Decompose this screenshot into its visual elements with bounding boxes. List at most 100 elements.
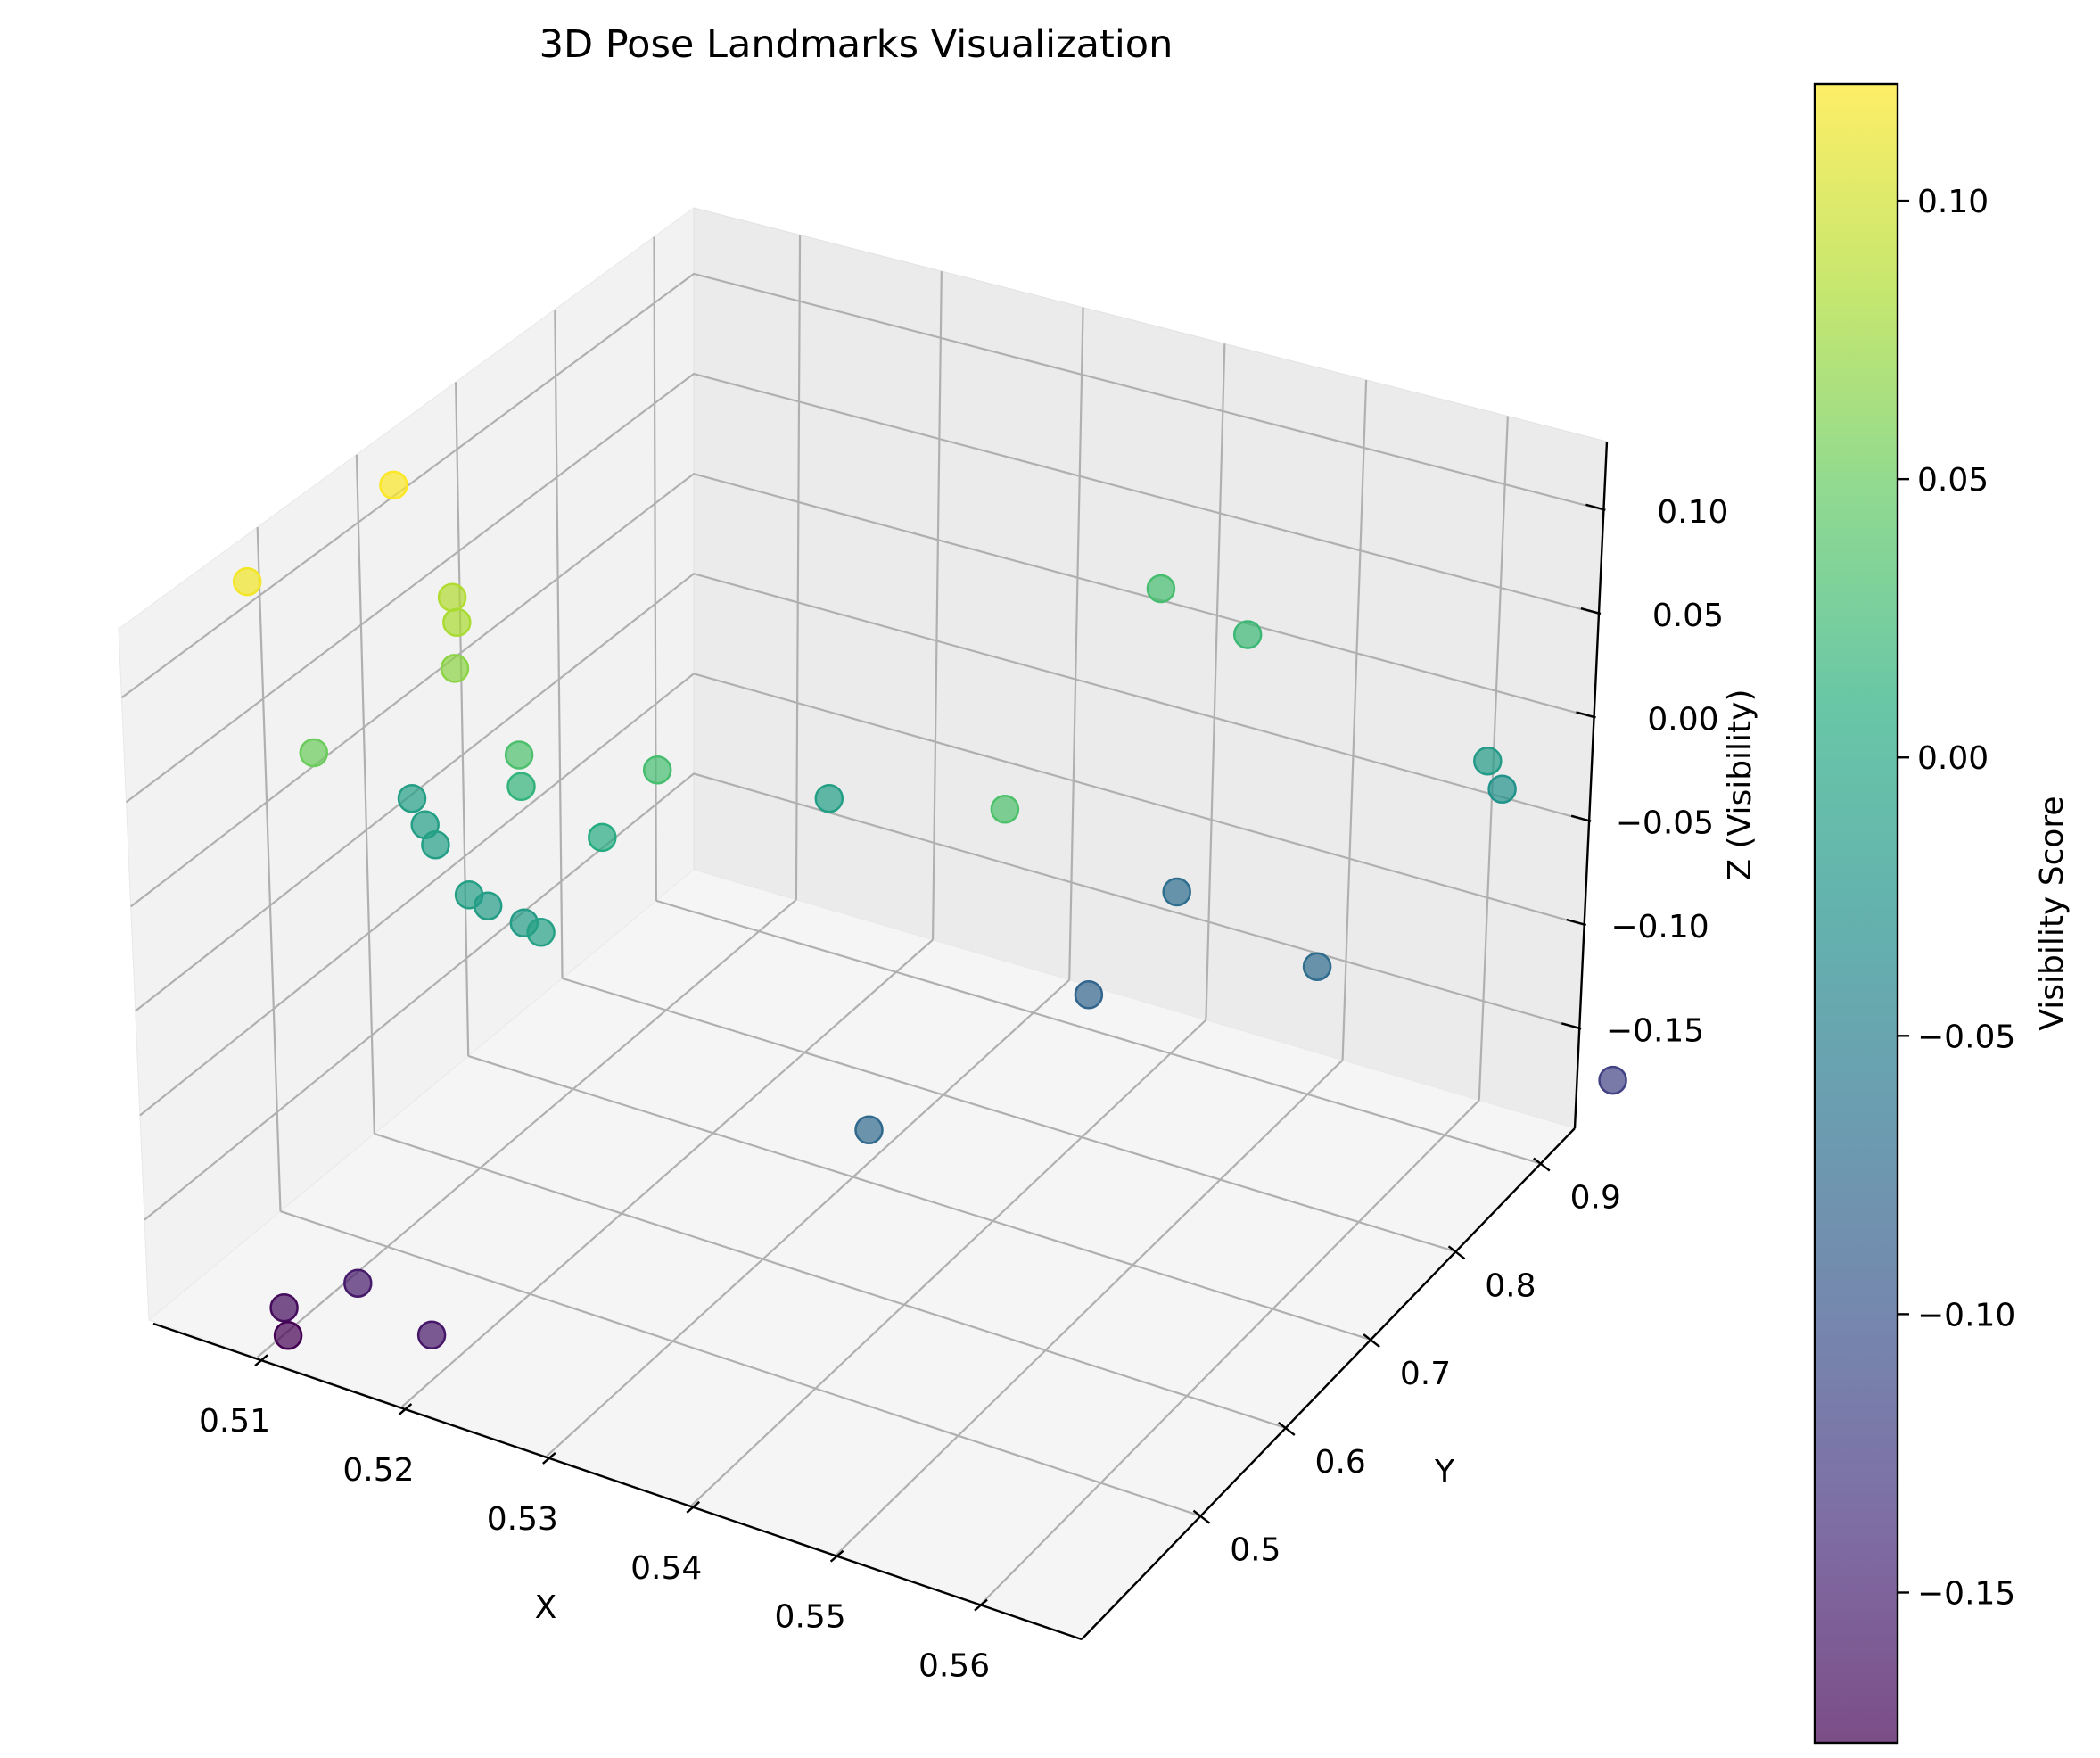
scatter-point (1074, 980, 1104, 1010)
scatter-point (642, 755, 672, 785)
x-tick-label: 0.56 (918, 1648, 990, 1685)
x-tick-mark (686, 1500, 701, 1514)
z-axis-line (1573, 441, 1609, 1129)
scatter-point (440, 654, 470, 683)
scatter-point (232, 566, 262, 597)
scatter-point (1473, 746, 1503, 776)
scatter-point (504, 740, 534, 770)
scatter-point (1302, 952, 1332, 981)
colorbar-tick-label: −0.10 (1917, 1297, 2015, 1333)
x-axis-label: X (535, 1589, 557, 1626)
colorbar-tick-label: 0.00 (1917, 740, 1989, 777)
grid-line-horizontal (135, 573, 1590, 1012)
x-tick-label: 0.51 (199, 1403, 270, 1440)
grid-line-floor-x (979, 1099, 1480, 1605)
grid-line-floor-y (280, 1210, 1201, 1517)
z-tick-mark (1561, 1022, 1582, 1030)
grid-line-back-vertical (931, 271, 943, 940)
scatter-point (343, 1268, 373, 1298)
scatter-point (273, 1321, 303, 1350)
z-tick-label: 0.10 (1657, 494, 1728, 531)
z-tick-label: −0.15 (1606, 1012, 1704, 1049)
z-tick-mark (1570, 814, 1592, 822)
scatter-point (1146, 574, 1176, 604)
y-tick-mark (1192, 1509, 1211, 1524)
x-tick-mark (542, 1452, 556, 1465)
x-tick-label: 0.53 (487, 1501, 558, 1538)
grid-line-left-vertical (355, 454, 375, 1135)
y-tick-mark (1447, 1245, 1466, 1260)
colorbar-label: Visibility Score (2034, 796, 2071, 1030)
grid-line-horizontal (144, 772, 1580, 1221)
grid-line-floor-x (546, 978, 1070, 1457)
colorbar (1815, 84, 1898, 1743)
scatter-point (814, 783, 844, 813)
z-tick-label: 0.05 (1652, 598, 1724, 634)
scatter-point (1162, 877, 1191, 907)
grid-line-floor-y (374, 1132, 1287, 1429)
grid-line-back-vertical (1068, 307, 1084, 980)
x-tick-label: 0.55 (775, 1599, 846, 1636)
scatter-point (1598, 1065, 1627, 1095)
grid-line-left-vertical (455, 382, 470, 1056)
scatter-point (588, 822, 617, 853)
grid-line-horizontal (120, 272, 1604, 699)
colorbar-tick-label: −0.05 (1917, 1019, 2015, 1055)
grid-line-floor-x (835, 1059, 1344, 1556)
colorbar-tick-label: −0.15 (1917, 1575, 2015, 1612)
grid-line-floor-x (401, 938, 934, 1407)
x-tick-mark (974, 1598, 988, 1612)
y-tick-mark (1533, 1157, 1551, 1172)
grid-line-floor-y (655, 899, 1542, 1165)
chart-title: 3D Pose Landmarks Visualization (539, 22, 1174, 67)
y-tick-label: 0.8 (1485, 1267, 1536, 1304)
colorbar-ticks: 0.10 0.05 0.00 −0.05 −0.10 −0.15 (1898, 184, 2015, 1612)
grid-line-left-vertical (256, 527, 282, 1212)
z-tick-label: −0.05 (1616, 805, 1714, 842)
y-axis-label: Y (1434, 1454, 1455, 1490)
colorbar-frame (1813, 82, 1899, 1745)
x-tick-mark (254, 1354, 268, 1367)
scatter-point (1232, 620, 1263, 649)
z-tick-mark (1566, 918, 1586, 927)
z-axis-label: Z (Visibility) (1722, 689, 1758, 880)
scatter-point (397, 783, 427, 813)
x-tick-mark (398, 1403, 413, 1415)
grid-line-left-vertical (554, 309, 564, 978)
scatter-point (1487, 774, 1517, 804)
z-tick-mark (1585, 503, 1606, 511)
scatter-point (442, 607, 472, 638)
grid-line-horizontal (125, 372, 1600, 804)
z-tick-mark (1580, 607, 1602, 615)
grid-line-floor-y (562, 977, 1456, 1253)
axis-ticks: 0.51 0.52 0.53 0.54 0.55 0.56 0.5 0.6 0.7 0.8 0.9 0… (199, 494, 1728, 1685)
grid-lines (120, 235, 1604, 1605)
colorbar-tick-label: 0.10 (1917, 184, 1989, 220)
scatter-point (473, 891, 503, 920)
scatter-point (990, 794, 1020, 824)
grid-line-floor-y (467, 1054, 1371, 1341)
y-axis-line (1081, 1127, 1576, 1640)
scatter-point (421, 830, 450, 860)
scatter-point (437, 582, 467, 612)
scatter-point (416, 1320, 447, 1350)
scatter-point (506, 772, 536, 802)
x-tick-label: 0.54 (630, 1550, 702, 1587)
x-axis-line (152, 1322, 1083, 1641)
grid-line-floor-x (690, 1019, 1207, 1506)
z-tick-label: −0.10 (1610, 909, 1709, 945)
grid-line-left-vertical (653, 236, 657, 901)
scatter-points (232, 470, 1627, 1350)
y-tick-label: 0.7 (1400, 1356, 1451, 1392)
scatter-point (526, 918, 556, 947)
z-tick-mark (1576, 711, 1596, 719)
y-tick-mark (1278, 1421, 1296, 1436)
grid-line-horizontal (139, 673, 1585, 1117)
colorbar-tick-label: 0.05 (1917, 462, 1989, 499)
scatter-point (299, 738, 329, 768)
scatter-point (854, 1115, 884, 1145)
x-tick-mark (829, 1549, 844, 1563)
z-tick-label: 0.00 (1647, 701, 1718, 738)
grid-line-back-vertical (1341, 379, 1368, 1061)
